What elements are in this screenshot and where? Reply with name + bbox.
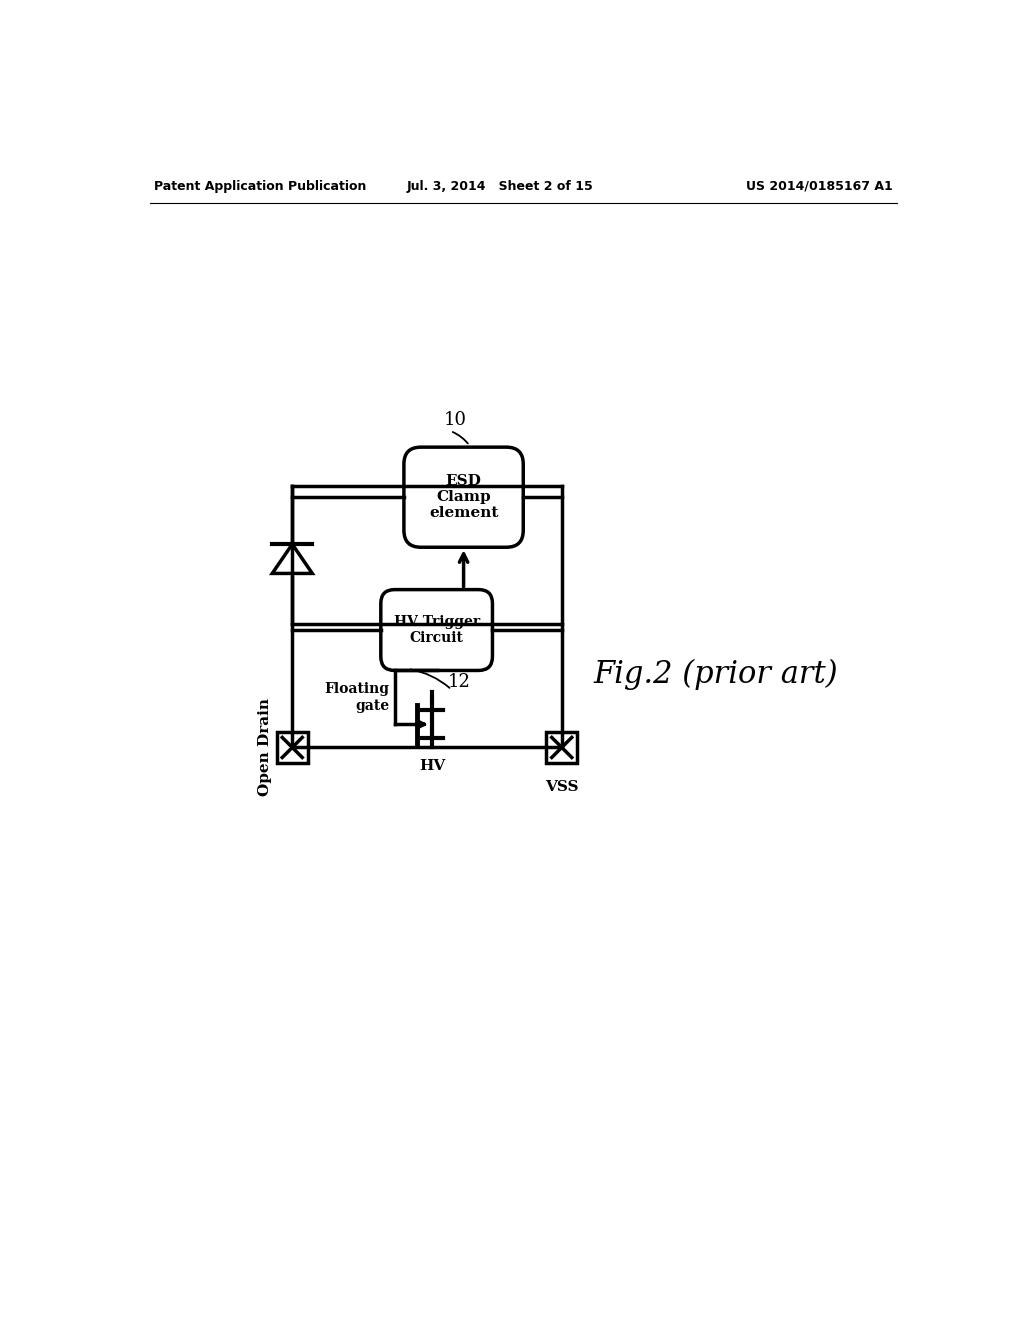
Text: US 2014/0185167 A1: US 2014/0185167 A1 [746, 180, 893, 193]
Text: ESD
Clamp
element: ESD Clamp element [429, 474, 499, 520]
FancyBboxPatch shape [403, 447, 523, 548]
Text: Fig.2 (prior art): Fig.2 (prior art) [594, 659, 838, 690]
Text: Jul. 3, 2014   Sheet 2 of 15: Jul. 3, 2014 Sheet 2 of 15 [407, 180, 594, 193]
Polygon shape [272, 544, 312, 573]
Text: VSS: VSS [545, 780, 579, 793]
Bar [547, 733, 578, 763]
FancyBboxPatch shape [381, 590, 493, 671]
Text: HV: HV [419, 759, 445, 774]
Text: HV Trigger
Circuit: HV Trigger Circuit [393, 615, 479, 645]
Bar [276, 733, 307, 763]
Text: Open Drain: Open Drain [258, 698, 272, 796]
Text: 12: 12 [447, 673, 471, 692]
Text: Floating
gate: Floating gate [325, 682, 389, 713]
Text: Patent Application Publication: Patent Application Publication [154, 180, 366, 193]
Text: 10: 10 [444, 412, 467, 429]
